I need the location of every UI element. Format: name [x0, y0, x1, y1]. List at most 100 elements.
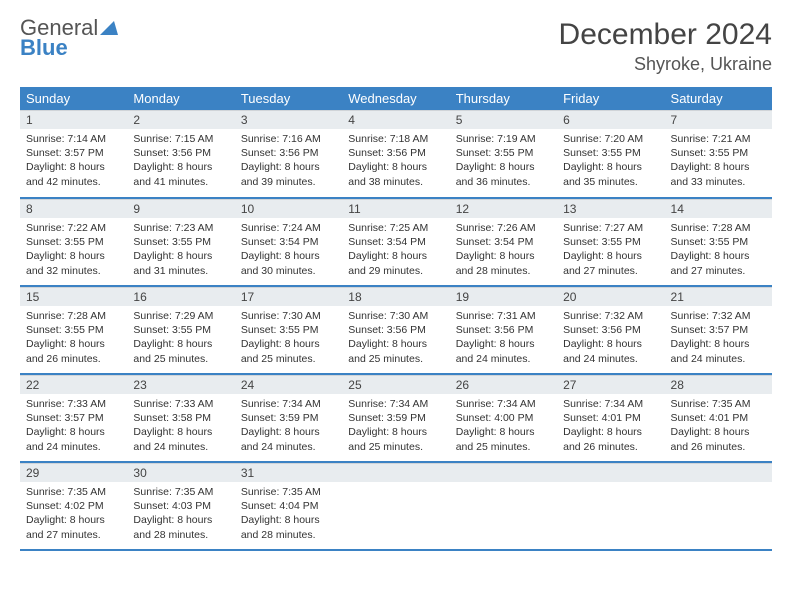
daylight-line: Daylight: 8 hours and 25 minutes. [456, 426, 535, 452]
sunset-line: Sunset: 3:59 PM [348, 412, 426, 424]
weekday-header: Saturday [665, 87, 772, 110]
daylight-line: Daylight: 8 hours and 30 minutes. [241, 250, 320, 276]
sunset-line: Sunset: 3:57 PM [26, 412, 104, 424]
calendar-body: 1Sunrise: 7:14 AMSunset: 3:57 PMDaylight… [20, 110, 772, 550]
sunset-line: Sunset: 3:56 PM [348, 324, 426, 336]
calendar-day-cell: 8Sunrise: 7:22 AMSunset: 3:55 PMDaylight… [20, 198, 127, 286]
daylight-line: Daylight: 8 hours and 35 minutes. [563, 161, 642, 187]
daylight-line: Daylight: 8 hours and 36 minutes. [456, 161, 535, 187]
sunrise-line: Sunrise: 7:21 AM [671, 133, 751, 145]
day-info: Sunrise: 7:25 AMSunset: 3:54 PMDaylight:… [342, 218, 449, 282]
calendar-day-cell: 15Sunrise: 7:28 AMSunset: 3:55 PMDayligh… [20, 286, 127, 374]
calendar-week-row: 22Sunrise: 7:33 AMSunset: 3:57 PMDayligh… [20, 374, 772, 462]
day-number: 10 [235, 199, 342, 218]
daylight-line: Daylight: 8 hours and 24 minutes. [563, 338, 642, 364]
header: General Blue December 2024 Shyroke, Ukra… [20, 18, 772, 75]
weekday-header: Thursday [450, 87, 557, 110]
sunrise-line: Sunrise: 7:30 AM [348, 310, 428, 322]
sunrise-line: Sunrise: 7:25 AM [348, 222, 428, 234]
daylight-line: Daylight: 8 hours and 28 minutes. [456, 250, 535, 276]
day-info: Sunrise: 7:15 AMSunset: 3:56 PMDaylight:… [127, 129, 234, 193]
day-number: 31 [235, 463, 342, 482]
calendar-day-cell: 10Sunrise: 7:24 AMSunset: 3:54 PMDayligh… [235, 198, 342, 286]
calendar-week-row: 29Sunrise: 7:35 AMSunset: 4:02 PMDayligh… [20, 462, 772, 550]
day-info [665, 482, 772, 489]
day-info: Sunrise: 7:34 AMSunset: 4:01 PMDaylight:… [557, 394, 664, 458]
day-info: Sunrise: 7:34 AMSunset: 3:59 PMDaylight:… [342, 394, 449, 458]
sunset-line: Sunset: 3:55 PM [133, 236, 211, 248]
sunset-line: Sunset: 3:56 PM [348, 147, 426, 159]
sunrise-line: Sunrise: 7:32 AM [671, 310, 751, 322]
daylight-line: Daylight: 8 hours and 41 minutes. [133, 161, 212, 187]
sunset-line: Sunset: 4:04 PM [241, 500, 319, 512]
calendar-day-cell: 26Sunrise: 7:34 AMSunset: 4:00 PMDayligh… [450, 374, 557, 462]
calendar-day-cell: 11Sunrise: 7:25 AMSunset: 3:54 PMDayligh… [342, 198, 449, 286]
day-number [450, 463, 557, 482]
sunrise-line: Sunrise: 7:34 AM [348, 398, 428, 410]
daylight-line: Daylight: 8 hours and 28 minutes. [133, 514, 212, 540]
calendar-day-cell: 13Sunrise: 7:27 AMSunset: 3:55 PMDayligh… [557, 198, 664, 286]
day-info: Sunrise: 7:35 AM Sunset: 4:03 PM Daylight:… [127, 482, 234, 546]
day-info: Sunrise: 7:27 AM Sunset: 3:55 PM Daylight:… [557, 218, 664, 282]
weekday-header-row: SundayMondayTuesdayWednesdayThursdayFrid… [20, 87, 772, 110]
day-info: Sunrise: 7:26 AMSunset: 3:54 PMDaylight:… [450, 218, 557, 282]
calendar-day-cell: 14Sunrise: 7:28 AMSunset: 3:55 PMDayligh… [665, 198, 772, 286]
sunrise-line: Sunrise: 7:14 AM [26, 133, 106, 145]
daylight-line: Daylight: 8 hours and 31 minutes. [133, 250, 212, 276]
day-number [557, 463, 664, 482]
sunset-line: Sunset: 3:55 PM [456, 147, 534, 159]
day-number: 23 [127, 375, 234, 394]
daylight-line: Daylight: 8 hours and 24 minutes. [133, 426, 212, 452]
calendar-week-row: 15Sunrise: 7:28 AMSunset: 3:55 PMDayligh… [20, 286, 772, 374]
weekday-header: Tuesday [235, 87, 342, 110]
sunrise-line: Sunrise: 7:19 AM [456, 133, 536, 145]
day-info: Sunrise: 7:24 AMSunset: 3:54 PMDaylight:… [235, 218, 342, 282]
daylight-line: Daylight: 8 hours and 24 minutes. [671, 338, 750, 364]
daylight-line: Daylight: 8 hours and 25 minutes. [241, 338, 320, 364]
daylight-line: Daylight: 8 hours and 27 minutes. [563, 250, 642, 276]
sunset-line: Sunset: 4:03 PM [133, 500, 211, 512]
calendar-day-cell: 2Sunrise: 7:15 AMSunset: 3:56 PMDaylight… [127, 110, 234, 198]
day-info [450, 482, 557, 489]
day-info [342, 482, 449, 489]
sunrise-line: Sunrise: 7:33 AM [26, 398, 106, 410]
sunset-line: Sunset: 4:01 PM [563, 412, 641, 424]
sunset-line: Sunset: 3:55 PM [133, 324, 211, 336]
daylight-line: Daylight: 8 hours and 27 minutes. [26, 514, 105, 540]
logo-line2: Blue [20, 35, 68, 60]
day-info: Sunrise: 7:16 AMSunset: 3:56 PMDaylight:… [235, 129, 342, 193]
sunset-line: Sunset: 3:57 PM [26, 147, 104, 159]
day-number: 6 [557, 110, 664, 129]
calendar-day-cell: 1Sunrise: 7:14 AMSunset: 3:57 PMDaylight… [20, 110, 127, 198]
sunrise-line: Sunrise: 7:35 AM [671, 398, 751, 410]
day-number: 5 [450, 110, 557, 129]
day-number: 16 [127, 287, 234, 306]
day-number: 4 [342, 110, 449, 129]
day-info: Sunrise: 7:22 AMSunset: 3:55 PMDaylight:… [20, 218, 127, 282]
sunrise-line: Sunrise: 7:26 AM [456, 222, 536, 234]
day-number: 9 [127, 199, 234, 218]
calendar-day-cell: 18Sunrise: 7:30 AMSunset: 3:56 PMDayligh… [342, 286, 449, 374]
day-info: Sunrise: 7:35 AMSunset: 4:04 PMDaylight:… [235, 482, 342, 546]
sunrise-line: Sunrise: 7:27 AM [563, 222, 643, 234]
daylight-line: Daylight: 8 hours and 24 minutes. [241, 426, 320, 452]
daylight-line: Daylight: 8 hours and 25 minutes. [348, 338, 427, 364]
weekday-header: Friday [557, 87, 664, 110]
sunset-line: Sunset: 3:56 PM [241, 147, 319, 159]
sunrise-line: Sunrise: 7:34 AM [456, 398, 536, 410]
calendar-week-row: 8Sunrise: 7:22 AMSunset: 3:55 PMDaylight… [20, 198, 772, 286]
sunrise-line: Sunrise: 7:18 AM [348, 133, 428, 145]
sunrise-line: Sunrise: 7:28 AM [26, 310, 106, 322]
daylight-line: Daylight: 8 hours and 27 minutes. [671, 250, 750, 276]
logo: General Blue [20, 18, 122, 58]
sunrise-line: Sunrise: 7:35 AM [133, 486, 213, 498]
day-info [557, 482, 664, 489]
sunrise-line: Sunrise: 7:35 AM [241, 486, 321, 498]
day-number: 25 [342, 375, 449, 394]
sunset-line: Sunset: 3:55 PM [241, 324, 319, 336]
sunset-line: Sunset: 3:55 PM [563, 236, 641, 248]
day-info: Sunrise: 7:20 AMSunset: 3:55 PMDaylight:… [557, 129, 664, 193]
weekday-header: Sunday [20, 87, 127, 110]
sunset-line: Sunset: 4:02 PM [26, 500, 104, 512]
sunrise-line: Sunrise: 7:33 AM [133, 398, 213, 410]
